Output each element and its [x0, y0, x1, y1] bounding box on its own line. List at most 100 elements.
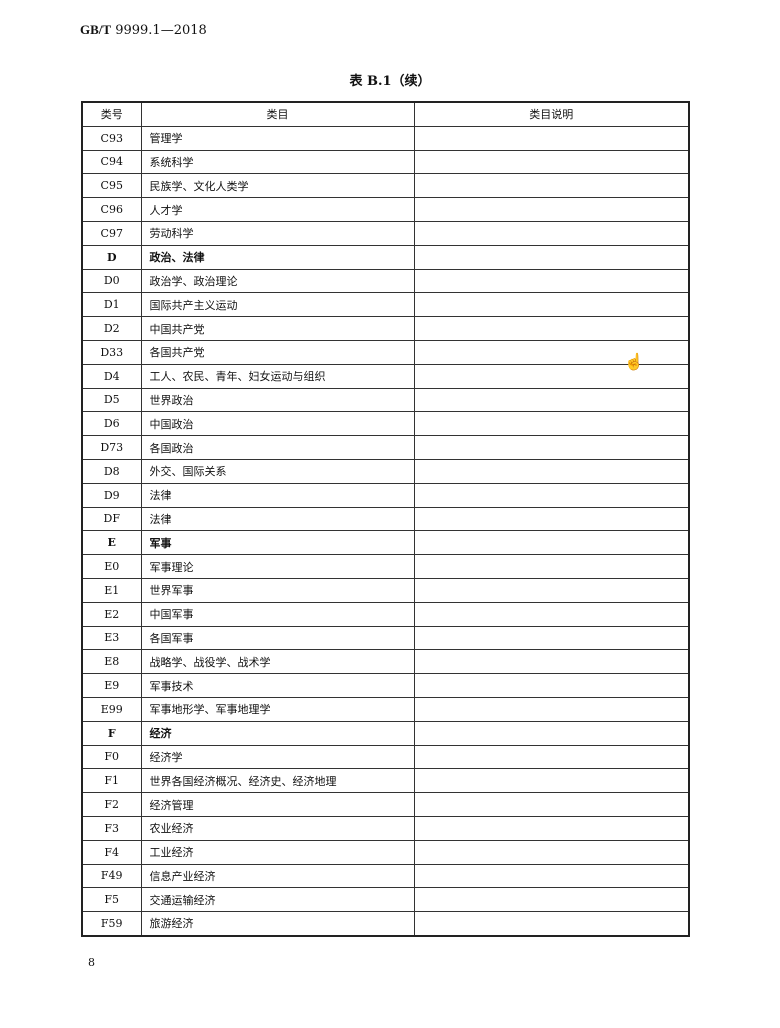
table-row: F59 旅游经济	[81, 911, 690, 937]
standard-prefix: GB/T	[80, 22, 112, 37]
class-code: E2	[81, 601, 142, 627]
class-description	[413, 458, 690, 484]
class-name: 世界军事	[140, 577, 415, 603]
class-name: 军事技术	[140, 673, 415, 698]
class-name: 管理学	[140, 125, 415, 151]
class-description	[413, 387, 690, 413]
table-row: F1 世界各国经济概况、经济史、经济地理	[81, 768, 690, 794]
table-row: E8 战略学、战役学、战术学	[81, 649, 690, 675]
class-code: DF	[81, 506, 142, 532]
table-row: D9 法律	[81, 482, 690, 508]
class-name: 军事	[140, 530, 415, 556]
class-name: 各国军事	[140, 625, 415, 651]
table-row: E 军事	[81, 530, 690, 556]
standard-number: GB/T 9999.1—2018	[80, 22, 207, 38]
table-row: F 经济	[81, 720, 690, 746]
class-code: F4	[81, 839, 142, 865]
table-row: F4 工业经济	[81, 839, 690, 865]
column-header-description: 类目说明	[413, 101, 690, 127]
class-name: 工业经济	[140, 839, 415, 865]
class-code: D5	[81, 387, 142, 413]
class-name: 世界各国经济概况、经济史、经济地理	[140, 768, 415, 794]
class-description	[413, 601, 690, 627]
class-code: E1	[81, 577, 142, 603]
table-row: E3 各国军事	[81, 625, 690, 651]
table-row: F0 经济学	[81, 744, 690, 770]
class-description	[413, 506, 690, 532]
class-name: 中国政治	[140, 411, 415, 437]
class-description	[413, 792, 690, 817]
class-code: D4	[81, 363, 142, 389]
class-code: D9	[81, 482, 142, 508]
class-name: 民族学、文化人类学	[140, 173, 415, 199]
column-header-category: 类目	[140, 101, 415, 127]
class-description	[413, 839, 690, 865]
class-name: 军事地形学、军事地理学	[140, 696, 415, 722]
class-code: D	[81, 244, 142, 270]
table-row: E99 军事地形学、军事地理学	[81, 696, 690, 722]
table-row: E0 军事理论	[81, 554, 690, 579]
class-name: 政治、法律	[140, 244, 415, 270]
class-name: 法律	[140, 506, 415, 532]
class-description	[413, 530, 690, 556]
class-name: 人才学	[140, 197, 415, 222]
class-description	[413, 292, 690, 318]
table-row: F3 农业经济	[81, 815, 690, 841]
table-row: D1 国际共产主义运动	[81, 292, 690, 318]
class-description	[413, 197, 690, 222]
class-description	[413, 815, 690, 841]
class-code: D73	[81, 435, 142, 460]
class-description	[413, 887, 690, 913]
classification-table: 类号 类目 类目说明 C93 管理学 C94 系统科学 C95 民族学、文化人类学 C96 人…	[81, 101, 690, 937]
class-code: F3	[81, 815, 142, 841]
class-code: E9	[81, 673, 142, 698]
class-description	[413, 435, 690, 460]
class-name: 旅游经济	[140, 911, 415, 937]
standard-code: 9999.1—2018	[115, 23, 207, 38]
class-description	[413, 125, 690, 151]
class-code: E3	[81, 625, 142, 651]
class-code: F2	[81, 792, 142, 817]
class-code: D0	[81, 268, 142, 294]
table-row: D33 各国共产党	[81, 339, 690, 365]
table-row: C94 系统科学	[81, 149, 690, 175]
table-row: C93 管理学	[81, 125, 690, 151]
class-code: C97	[81, 220, 142, 246]
class-description	[413, 625, 690, 651]
class-name: 中国军事	[140, 601, 415, 627]
class-name: 经济管理	[140, 792, 415, 817]
class-description	[413, 577, 690, 603]
class-code: E8	[81, 649, 142, 675]
class-description	[413, 244, 690, 270]
table-caption: 表 B.1（续）	[349, 74, 431, 89]
table-header-row: 类号 类目 类目说明	[81, 101, 690, 127]
table-row: DF 法律	[81, 506, 690, 532]
table-row: C96 人才学	[81, 197, 690, 222]
table-row: F49 信息产业经济	[81, 863, 690, 889]
table-row: C97 劳动科学	[81, 220, 690, 246]
class-code: D1	[81, 292, 142, 318]
class-description	[413, 149, 690, 175]
table-row: E9 军事技术	[81, 673, 690, 698]
class-description	[413, 720, 690, 746]
class-code: F49	[81, 863, 142, 889]
class-description	[413, 339, 690, 365]
class-description	[413, 744, 690, 770]
class-description	[413, 768, 690, 794]
class-code: F	[81, 720, 142, 746]
class-description	[413, 173, 690, 199]
class-name: 世界政治	[140, 387, 415, 413]
class-description	[413, 268, 690, 294]
class-name: 经济	[140, 720, 415, 746]
class-code: D6	[81, 411, 142, 437]
class-name: 工人、农民、青年、妇女运动与组织	[140, 363, 415, 389]
class-code: F59	[81, 911, 142, 937]
class-description	[413, 554, 690, 579]
table-row: D5 世界政治	[81, 387, 690, 413]
class-code: C93	[81, 125, 142, 151]
class-name: 劳动科学	[140, 220, 415, 246]
class-code: E99	[81, 696, 142, 722]
page-number: 8	[88, 956, 95, 969]
class-name: 农业经济	[140, 815, 415, 841]
